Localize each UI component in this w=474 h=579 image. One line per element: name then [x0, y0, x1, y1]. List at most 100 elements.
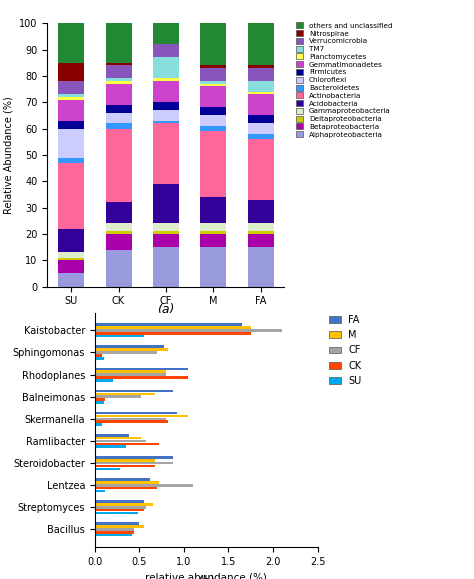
Bar — [153, 81, 179, 102]
Bar — [247, 81, 273, 91]
Text: (a): (a) — [157, 303, 174, 316]
Bar — [58, 97, 84, 100]
Bar — [95, 512, 137, 514]
Bar — [58, 23, 84, 63]
Bar — [58, 100, 84, 120]
Bar — [58, 258, 84, 261]
Bar — [95, 417, 166, 420]
Bar — [95, 439, 146, 442]
Bar — [58, 129, 84, 157]
Bar — [95, 465, 155, 467]
Bar — [106, 79, 132, 81]
Bar — [153, 79, 179, 81]
Bar — [247, 231, 273, 234]
Bar — [95, 522, 139, 525]
Bar — [106, 202, 132, 223]
Bar — [247, 134, 273, 139]
Bar — [95, 390, 173, 392]
Bar — [95, 398, 106, 401]
Bar — [95, 379, 113, 382]
Bar — [95, 437, 141, 439]
Bar — [95, 354, 102, 357]
Bar — [95, 445, 126, 448]
Bar — [106, 63, 132, 65]
Bar — [95, 351, 157, 354]
Bar — [247, 247, 273, 287]
Bar — [153, 184, 179, 223]
Bar — [247, 223, 273, 231]
Bar — [58, 252, 84, 258]
Bar — [106, 223, 132, 231]
Bar — [95, 412, 177, 415]
Bar — [200, 65, 226, 68]
Bar — [58, 94, 84, 97]
Text: (b): (b) — [197, 575, 215, 579]
Bar — [200, 68, 226, 81]
Bar — [200, 108, 226, 115]
Bar — [153, 123, 179, 184]
Bar — [95, 323, 242, 326]
Bar — [200, 197, 226, 223]
Bar — [247, 200, 273, 223]
Bar — [95, 349, 168, 351]
Bar — [153, 57, 179, 79]
Bar — [58, 63, 84, 81]
Bar — [200, 131, 226, 197]
Bar — [247, 234, 273, 247]
Bar — [95, 368, 188, 370]
Bar — [95, 434, 128, 437]
Bar — [95, 373, 166, 376]
Bar — [200, 84, 226, 86]
Bar — [58, 81, 84, 94]
Bar — [106, 113, 132, 123]
Bar — [95, 506, 146, 508]
Bar — [153, 44, 179, 57]
Bar — [95, 468, 120, 470]
Bar — [200, 86, 226, 108]
Bar — [200, 234, 226, 247]
Bar — [200, 247, 226, 287]
Bar — [247, 115, 273, 123]
Bar — [200, 23, 226, 65]
Bar — [106, 234, 132, 250]
Bar — [153, 120, 179, 123]
Bar — [247, 65, 273, 68]
Bar — [95, 528, 134, 531]
Bar — [95, 423, 102, 426]
Bar — [95, 500, 144, 503]
Bar — [58, 120, 84, 129]
Bar — [106, 250, 132, 287]
Bar — [95, 490, 106, 492]
Bar — [95, 335, 144, 338]
Bar — [200, 223, 226, 231]
Bar — [106, 81, 132, 84]
Bar — [153, 234, 179, 247]
Bar — [200, 115, 226, 126]
Bar — [153, 223, 179, 231]
Bar — [106, 231, 132, 234]
Bar — [58, 273, 84, 287]
Bar — [58, 157, 84, 163]
Bar — [58, 163, 84, 229]
Bar — [95, 395, 141, 398]
X-axis label: relative abundance (%): relative abundance (%) — [145, 573, 267, 579]
Bar — [153, 231, 179, 234]
Bar — [95, 371, 166, 373]
Bar — [106, 123, 132, 129]
Bar — [95, 332, 251, 335]
Bar — [106, 129, 132, 202]
Bar — [95, 525, 144, 528]
Bar — [58, 229, 84, 252]
Bar — [200, 231, 226, 234]
Bar — [247, 23, 273, 65]
Legend: FA, M, CF, CK, SU: FA, M, CF, CK, SU — [327, 313, 364, 388]
Bar — [95, 484, 193, 486]
Bar — [106, 105, 132, 113]
Bar — [153, 102, 179, 110]
Bar — [95, 415, 188, 417]
Bar — [95, 462, 173, 464]
Bar — [106, 84, 132, 105]
Bar — [95, 420, 168, 423]
Bar — [247, 94, 273, 115]
Bar — [95, 456, 173, 459]
